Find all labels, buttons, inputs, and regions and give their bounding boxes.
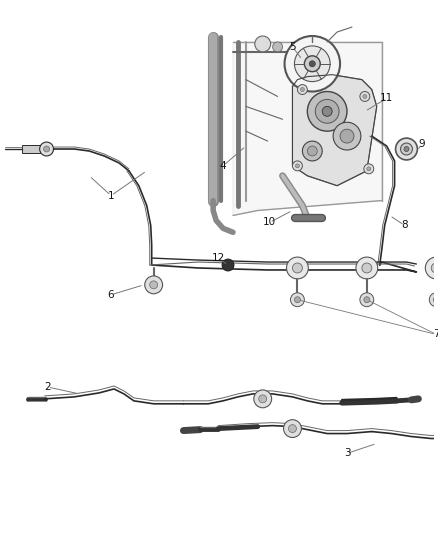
Circle shape <box>259 395 267 403</box>
Circle shape <box>222 259 234 271</box>
Text: 2: 2 <box>44 382 51 392</box>
Circle shape <box>294 297 300 303</box>
Circle shape <box>272 42 283 52</box>
Circle shape <box>404 147 409 151</box>
Text: 4: 4 <box>220 161 226 171</box>
Circle shape <box>44 146 49 152</box>
Text: 3: 3 <box>344 448 350 458</box>
Text: 10: 10 <box>263 217 276 228</box>
Circle shape <box>285 36 340 92</box>
Circle shape <box>364 164 374 174</box>
Text: 6: 6 <box>108 290 114 300</box>
Circle shape <box>363 94 367 99</box>
Circle shape <box>396 138 417 160</box>
Text: 11: 11 <box>380 93 393 103</box>
Circle shape <box>296 164 300 168</box>
Circle shape <box>150 281 158 289</box>
Circle shape <box>254 390 272 408</box>
Circle shape <box>294 46 330 82</box>
Text: 7: 7 <box>433 329 438 340</box>
Circle shape <box>290 293 304 306</box>
Text: 9: 9 <box>418 139 425 149</box>
Circle shape <box>431 263 438 273</box>
Circle shape <box>307 146 317 156</box>
Circle shape <box>315 100 339 123</box>
Circle shape <box>367 167 371 171</box>
Circle shape <box>289 425 297 433</box>
Circle shape <box>322 107 332 116</box>
Circle shape <box>425 257 438 279</box>
Circle shape <box>400 143 413 155</box>
Circle shape <box>286 257 308 279</box>
Circle shape <box>360 293 374 306</box>
Circle shape <box>356 257 378 279</box>
Circle shape <box>304 56 320 71</box>
Circle shape <box>429 293 438 306</box>
Circle shape <box>307 92 347 131</box>
Circle shape <box>340 129 354 143</box>
Circle shape <box>360 92 370 101</box>
Circle shape <box>145 276 162 294</box>
Circle shape <box>300 87 304 92</box>
Text: 1: 1 <box>108 191 114 200</box>
Text: 8: 8 <box>401 220 408 230</box>
Text: 5: 5 <box>289 42 296 52</box>
Circle shape <box>255 36 271 52</box>
Polygon shape <box>233 42 381 215</box>
Circle shape <box>309 61 315 67</box>
Circle shape <box>283 419 301 438</box>
Polygon shape <box>293 75 377 185</box>
Text: 12: 12 <box>212 253 225 263</box>
Circle shape <box>293 263 302 273</box>
Circle shape <box>297 85 307 94</box>
Circle shape <box>333 122 361 150</box>
Bar <box>22 145 40 153</box>
Circle shape <box>362 263 372 273</box>
Circle shape <box>293 161 302 171</box>
Circle shape <box>433 297 438 303</box>
Circle shape <box>40 142 53 156</box>
Circle shape <box>302 141 322 161</box>
Circle shape <box>364 297 370 303</box>
